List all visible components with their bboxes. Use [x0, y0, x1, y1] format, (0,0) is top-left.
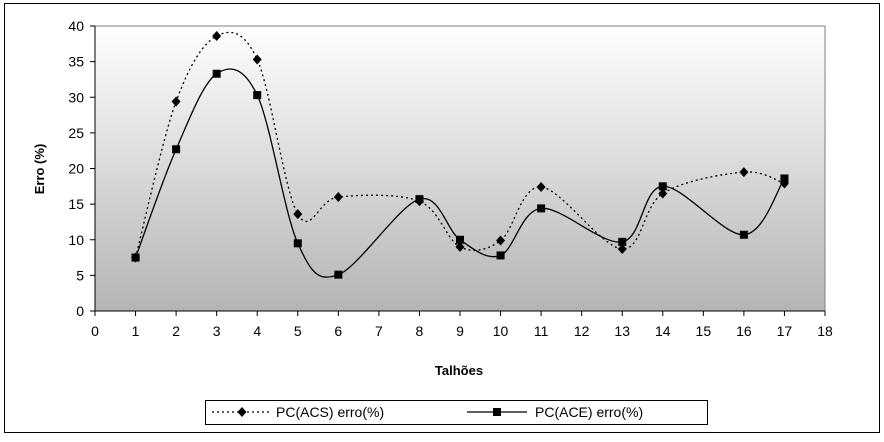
- legend-marker-acs: [237, 407, 247, 417]
- x-tick-label: 4: [253, 323, 261, 339]
- legend: PC(ACS) erro(%) PC(ACE) erro(%): [205, 400, 708, 425]
- data-point: [618, 237, 627, 246]
- data-point: [252, 54, 262, 65]
- data-point: [496, 235, 506, 246]
- y-axis-title: Erro (%): [32, 144, 47, 195]
- y-tick-label: 0: [76, 303, 84, 319]
- data-point: [333, 192, 343, 202]
- data-point: [212, 69, 221, 78]
- x-tick-label: 16: [736, 323, 752, 339]
- legend-label-ace: PC(ACE) erro(%): [535, 404, 643, 420]
- data-point: [293, 209, 303, 220]
- data-point: [739, 230, 748, 239]
- data-point: [739, 167, 749, 178]
- x-tick-label: 6: [334, 323, 342, 339]
- y-tick-label: 30: [68, 89, 84, 105]
- legend-label-acs: PC(ACS) erro(%): [276, 404, 384, 420]
- x-tick-label: 2: [172, 323, 180, 339]
- series-ace: [131, 68, 789, 279]
- legend-marker-ace: [493, 408, 501, 416]
- y-tick-label: 15: [68, 196, 84, 212]
- x-tick-label: 15: [696, 323, 712, 339]
- data-point: [415, 195, 424, 204]
- x-tick-label: 11: [534, 323, 549, 339]
- data-point: [293, 239, 302, 248]
- plot-background: [94, 25, 826, 312]
- data-point: [456, 235, 464, 244]
- y-tick-label: 10: [68, 232, 84, 248]
- data-point: [212, 30, 222, 41]
- x-tick-label: 3: [213, 323, 221, 339]
- data-point: [171, 96, 181, 107]
- data-point: [455, 241, 465, 252]
- data-point: [334, 270, 343, 279]
- data-point: [780, 174, 789, 183]
- x-tick-label: 17: [777, 323, 793, 339]
- x-tick-label: 5: [294, 323, 302, 339]
- data-point: [537, 204, 546, 213]
- x-tick-label: 18: [817, 323, 833, 339]
- y-tick-label: 5: [76, 267, 84, 283]
- data-point: [496, 251, 505, 260]
- data-point: [131, 253, 140, 262]
- x-tick-label: 0: [91, 323, 99, 339]
- data-point: [658, 182, 667, 191]
- x-tick-label: 12: [574, 323, 590, 339]
- x-axis-title: Talhões: [435, 363, 483, 378]
- data-point: [617, 244, 627, 255]
- data-point: [253, 91, 262, 100]
- x-tick-label: 1: [132, 323, 140, 339]
- data-point: [658, 188, 668, 199]
- y-tick-label: 35: [68, 54, 84, 70]
- x-tick-label: 8: [416, 323, 424, 339]
- x-tick-label: 9: [456, 323, 464, 339]
- x-tick-label: 10: [493, 323, 509, 339]
- x-tick-label: 14: [655, 323, 671, 339]
- y-tick-label: 25: [68, 125, 84, 141]
- x-tick-label: 13: [614, 323, 630, 339]
- data-point: [536, 182, 546, 193]
- legend-box: [205, 400, 708, 425]
- y-tick-label: 20: [68, 161, 84, 177]
- y-tick-label: 40: [68, 18, 84, 34]
- x-tick-label: 7: [375, 323, 383, 339]
- series-layer: [131, 30, 789, 279]
- data-point: [172, 145, 181, 154]
